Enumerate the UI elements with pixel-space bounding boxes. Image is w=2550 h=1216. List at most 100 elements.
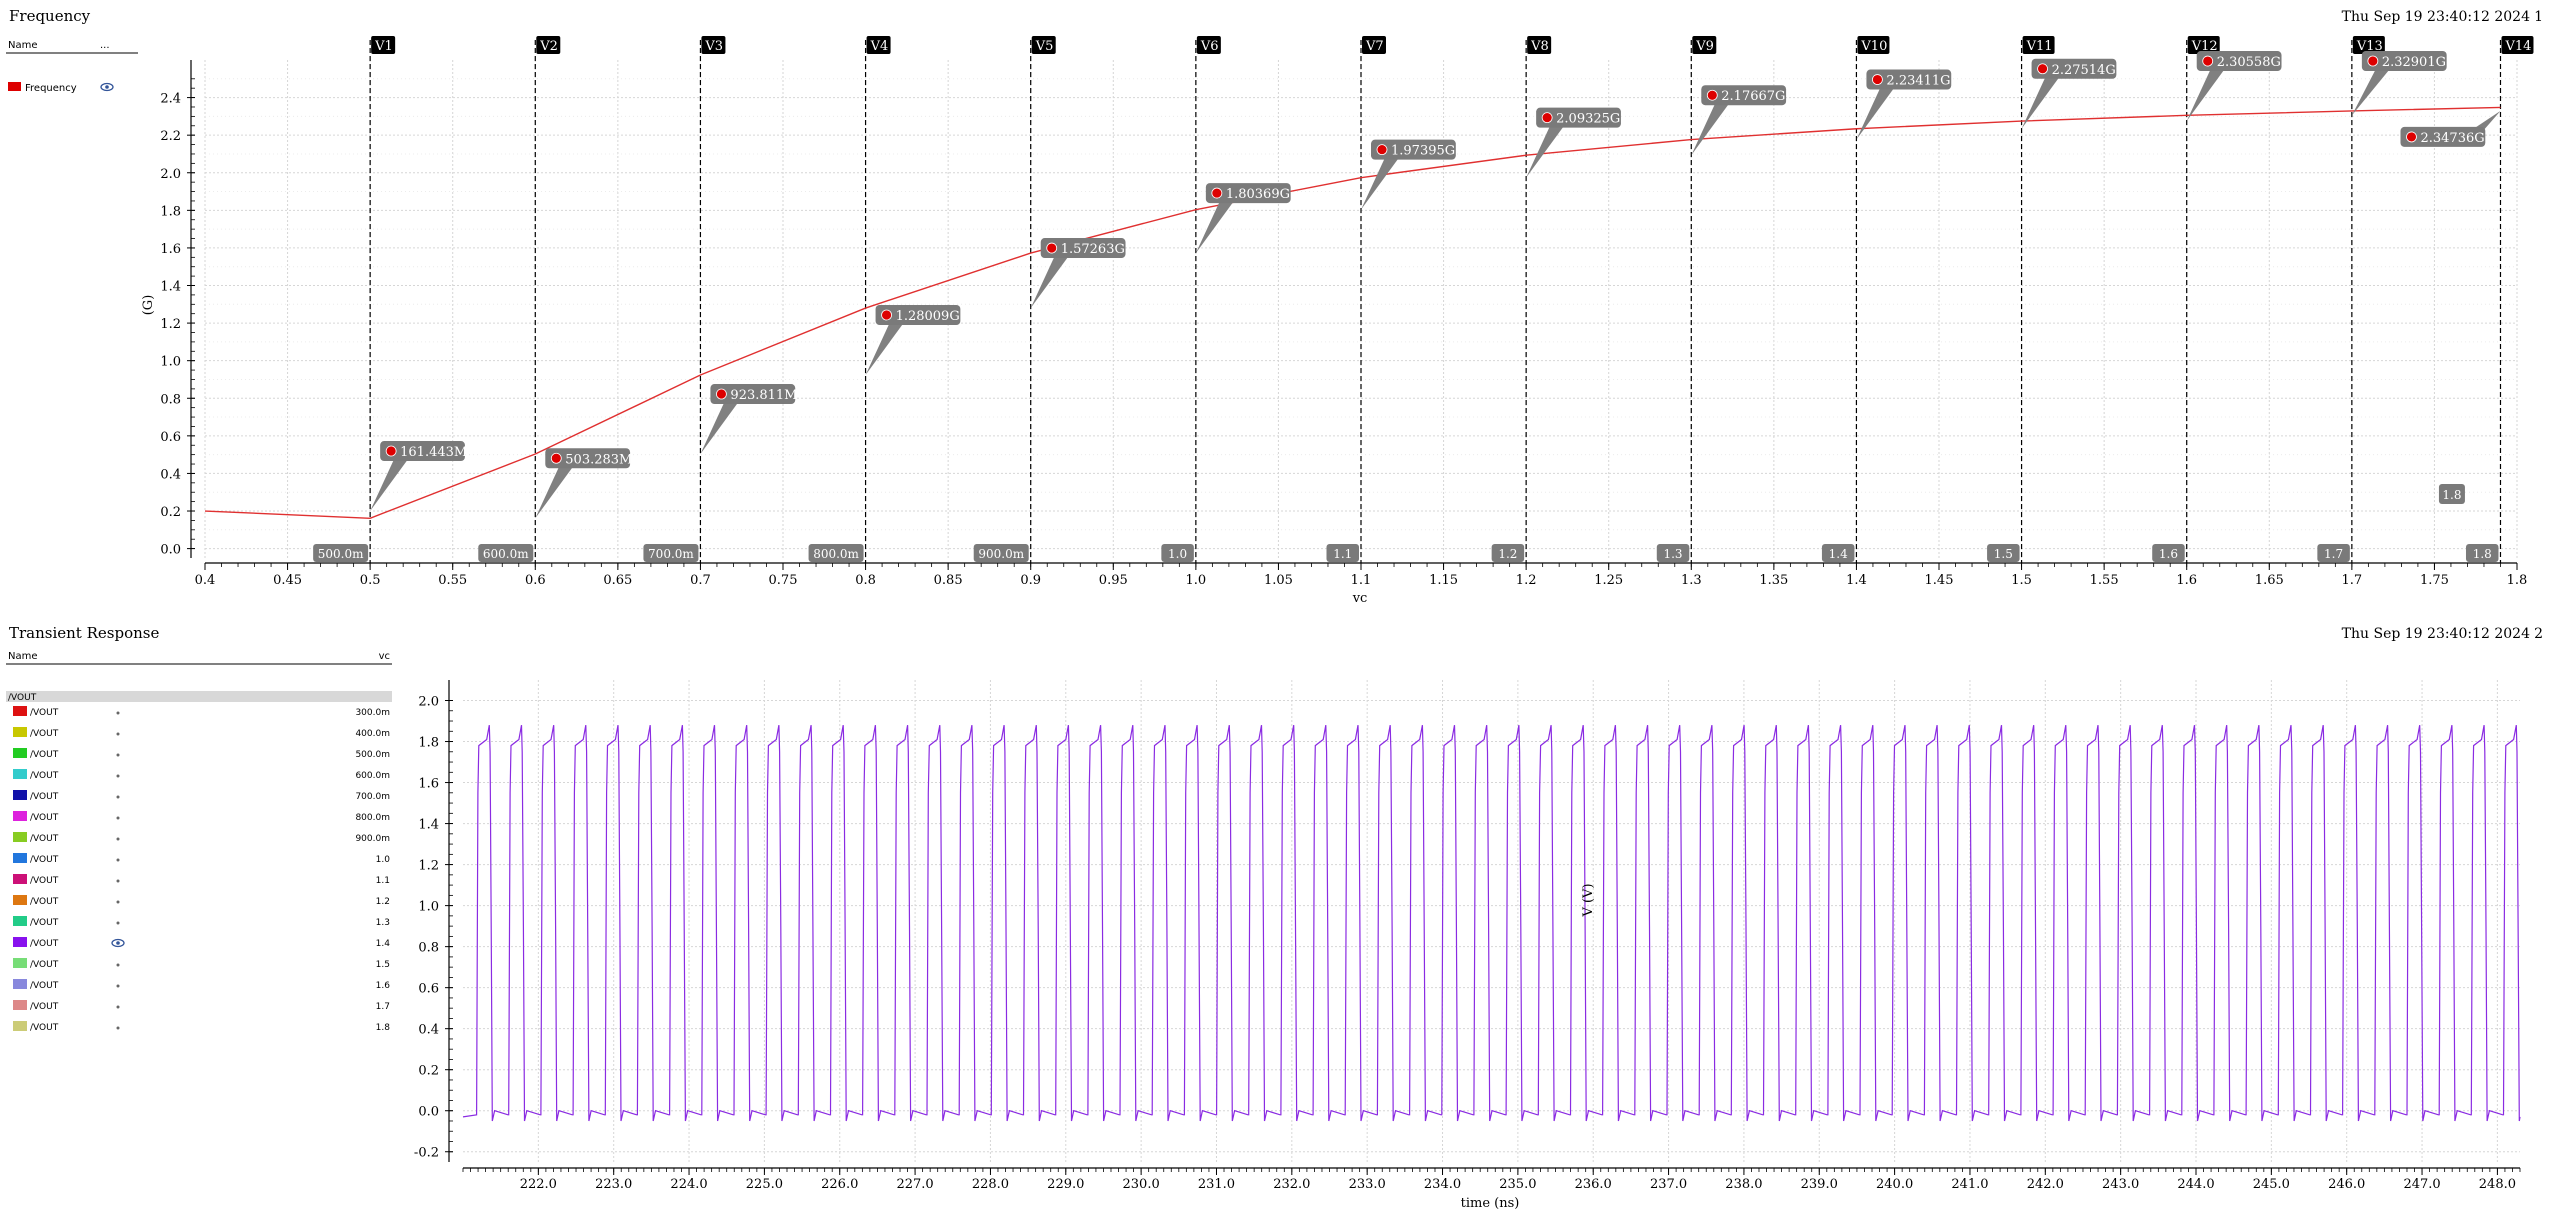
- top-legend-header-extra[interactable]: ...: [100, 40, 110, 51]
- legend-value: 800.0m: [355, 813, 390, 823]
- callout-value: 2.09325G: [1556, 112, 1620, 127]
- top-legend-header-name: Name: [8, 40, 38, 51]
- dot-icon[interactable]: [116, 921, 120, 925]
- callout-dot-icon: [2037, 63, 2048, 75]
- callout-dot-icon: [1872, 74, 1883, 85]
- dot-icon[interactable]: [116, 1005, 120, 1009]
- legend-value: 1.5: [376, 960, 390, 970]
- dot-icon[interactable]: [116, 732, 120, 736]
- top-chart-x-ticks: 0.4 0.45 0.5 0.55 0.6 0.65 0.7 0.75 0.8 0.85 0.9 0.…: [195, 563, 2527, 588]
- callout-v12[interactable]: 2.30558G: [2186, 51, 2282, 122]
- callout-v4[interactable]: 1.28009G: [865, 304, 961, 375]
- callout-v1[interactable]: 161.443M: [370, 441, 467, 512]
- dot-icon[interactable]: [116, 900, 120, 904]
- x-tick-label: 1.65: [2255, 573, 2284, 588]
- x-tick-label: 229.0: [1047, 1177, 1084, 1192]
- marker-tag-v2[interactable]: [536, 36, 561, 54]
- y-tick-label: 0.2: [418, 1064, 439, 1079]
- series-line-vout: [462, 724, 2521, 1122]
- marker-tag-v7[interactable]: [1362, 36, 1386, 54]
- legend-label: /VOUT: [30, 1023, 59, 1033]
- x-tick-label: 1.05: [1264, 573, 1293, 588]
- marker-x-tag: [1656, 544, 1690, 562]
- dot-icon[interactable]: [116, 1026, 120, 1030]
- callout-v8[interactable]: 2.09325G: [1526, 107, 1621, 178]
- x-tick-label: 236.0: [1575, 1177, 1612, 1192]
- x-tick-label: 1.35: [1759, 573, 1788, 588]
- marker-tag-v13[interactable]: [2352, 36, 2385, 54]
- x-tick-label: 1.55: [2090, 573, 2119, 588]
- marker-tag-v3[interactable]: [701, 36, 726, 54]
- dot-icon[interactable]: [116, 816, 120, 820]
- x-tick-label: 238.0: [1725, 1177, 1762, 1192]
- callout-box: [2361, 51, 2447, 71]
- marker-x-tag-label: 1.1: [1333, 547, 1352, 561]
- callout-dot-icon: [550, 452, 562, 464]
- callout-value: 2.27514G: [2052, 63, 2116, 78]
- legend-value: 1.7: [376, 1002, 390, 1012]
- callout-pointer: [1691, 103, 1730, 156]
- dot-icon[interactable]: [116, 963, 120, 967]
- top-chart-markers: V1 500.0m V2 600.0m V3 700.0m V4 800.0m V5 900.0m…: [313, 36, 2534, 563]
- x-tick-label: 244.0: [2177, 1177, 2214, 1192]
- marker-x-tag-label: 1.0: [1168, 547, 1187, 561]
- callout-v11[interactable]: 2.27514G: [2021, 58, 2117, 129]
- bottom-chart-series: [462, 724, 2521, 1122]
- marker-x-tag: [2152, 544, 2185, 562]
- marker-x-tag: [808, 544, 864, 562]
- callout-v10[interactable]: 2.23411G: [1856, 69, 1952, 140]
- callout-v5[interactable]: 1.57263G: [1030, 238, 1126, 309]
- callout-v13[interactable]: 2.32901G: [2351, 51, 2447, 116]
- bottom-panel-timestamp: Thu Sep 19 23:40:12 2024: [2342, 626, 2530, 642]
- dot-icon[interactable]: [116, 879, 120, 883]
- dot-icon[interactable]: [116, 711, 120, 715]
- marker-tag-label: V12: [2191, 39, 2218, 54]
- dot-icon[interactable]: [116, 984, 120, 988]
- callout-v2[interactable]: 503.283M: [535, 448, 632, 519]
- marker-tag-v11[interactable]: [2022, 36, 2055, 54]
- y-tick-label: 0.6: [160, 430, 181, 445]
- series-line-frequency: [204, 106, 2501, 519]
- marker-tag-label: V3: [704, 39, 723, 54]
- legend-value: 1.1: [376, 876, 390, 886]
- dot-icon[interactable]: [116, 795, 120, 799]
- top-panel-title: Frequency: [9, 7, 91, 25]
- marker-tag-v9[interactable]: [1692, 36, 1717, 54]
- marker-tag-v1[interactable]: [371, 36, 396, 54]
- dot-icon[interactable]: [116, 837, 120, 841]
- callout-v6[interactable]: 1.80369G: [1195, 183, 1291, 254]
- callout-v3[interactable]: 923.811M: [700, 384, 798, 455]
- dot-icon[interactable]: [116, 774, 120, 778]
- bottom-chart-x-ticks: 222.0 223.0 224.0 225.0 226.0 227.0 228.0 229.0…: [520, 1168, 2516, 1192]
- x-tick-label: 0.95: [1099, 573, 1128, 588]
- callout-pointer: [2186, 69, 2225, 122]
- legend-label: /VOUT: [30, 876, 59, 886]
- marker-tag-v10[interactable]: [1857, 36, 1890, 54]
- y-tick-label: 1.6: [418, 777, 439, 792]
- bottom-legend-group-row[interactable]: [6, 691, 392, 702]
- legend-swatch: [13, 706, 27, 716]
- callout-pointer: [1856, 87, 1895, 140]
- marker-tag-v5[interactable]: [1031, 36, 1056, 54]
- x-tick-label: 0.65: [603, 573, 632, 588]
- x-tick-label: 0.45: [273, 573, 302, 588]
- top-panel-page-number: 1: [2534, 9, 2543, 25]
- marker-tag-v12[interactable]: [2187, 36, 2220, 54]
- callout-v7[interactable]: 1.97395G: [1361, 139, 1456, 210]
- callout-dot-icon: [1211, 187, 1223, 199]
- marker-tag-v6[interactable]: [1196, 36, 1221, 54]
- eye-icon[interactable]: [100, 82, 114, 92]
- callout-v14[interactable]: 2.34736G: [2400, 110, 2501, 147]
- marker-tag-v14[interactable]: [2501, 36, 2534, 54]
- x-tick-label: 226.0: [821, 1177, 858, 1192]
- marker-tag-v8[interactable]: [1527, 36, 1552, 54]
- eye-icon[interactable]: [111, 938, 125, 948]
- dot-icon[interactable]: [116, 753, 120, 757]
- callout-dot-icon: [716, 388, 727, 400]
- dot-icon[interactable]: [116, 858, 120, 862]
- marker-tag-v4[interactable]: [866, 36, 891, 54]
- callout-v9[interactable]: 2.17667G: [1691, 85, 1787, 156]
- callout-box: [710, 384, 796, 405]
- callout-pointer: [1030, 256, 1069, 309]
- x-tick-label: 239.0: [1801, 1177, 1838, 1192]
